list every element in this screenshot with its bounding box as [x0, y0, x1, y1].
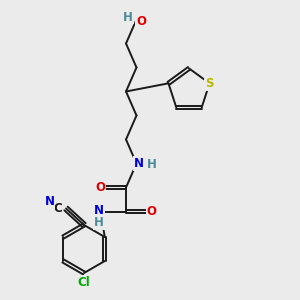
Text: H: H — [94, 216, 104, 230]
Text: O: O — [146, 205, 157, 218]
Text: N: N — [134, 157, 144, 170]
Text: N: N — [44, 195, 55, 208]
Text: O: O — [95, 181, 106, 194]
Text: Cl: Cl — [78, 275, 90, 289]
Text: C: C — [53, 202, 62, 215]
Text: H: H — [147, 158, 156, 172]
Text: H: H — [123, 11, 133, 24]
Text: S: S — [205, 77, 214, 90]
Text: O: O — [136, 14, 146, 28]
Text: N: N — [94, 203, 104, 217]
